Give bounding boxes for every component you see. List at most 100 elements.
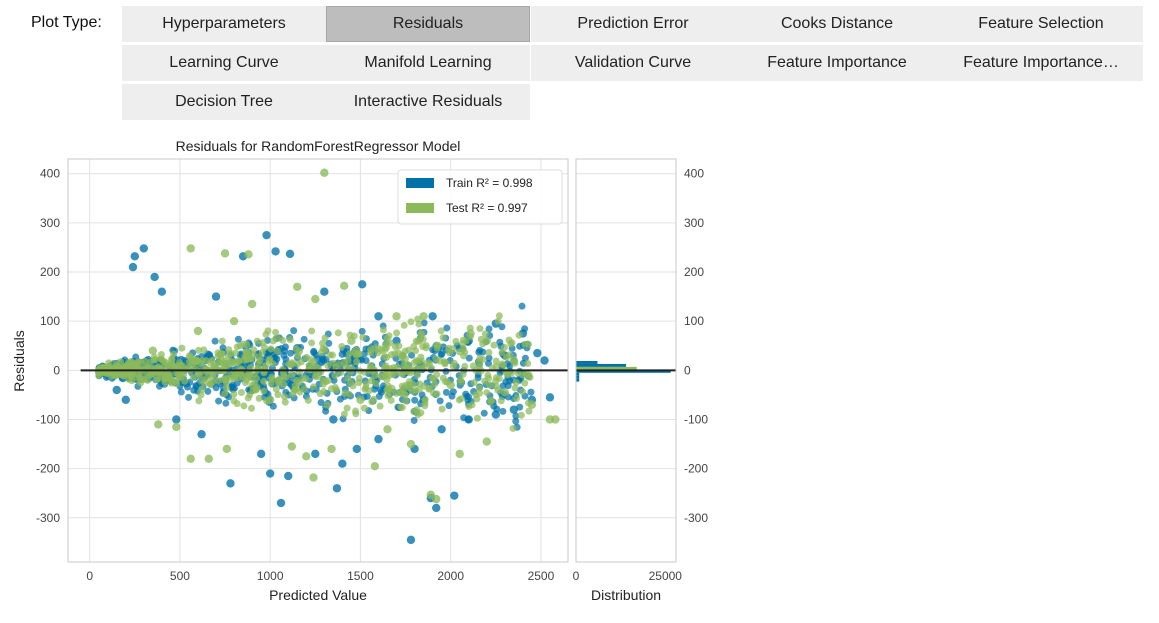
scatter-point — [514, 369, 522, 377]
scatter-point — [367, 362, 375, 370]
scatter-point-outlier — [154, 420, 163, 429]
scatter-point-outlier — [256, 449, 266, 459]
scatter-point-outlier — [139, 244, 149, 253]
button-interactive-residuals[interactable]: Interactive Residuals — [326, 84, 530, 120]
scatter-point — [309, 358, 317, 366]
scatter-point — [281, 393, 289, 401]
button-cooks-distance[interactable]: Cooks Distance — [735, 6, 939, 42]
scatter-point — [268, 373, 276, 381]
scatter-point-outlier — [455, 449, 464, 459]
scatter-point-outlier — [329, 415, 338, 424]
scatter-point — [289, 390, 297, 398]
scatter-point — [519, 388, 527, 396]
scatter-point — [433, 390, 441, 398]
scatter-point — [511, 384, 519, 392]
button-manifold-learning[interactable]: Manifold Learning — [326, 45, 530, 81]
y-tick-label: 0 — [53, 363, 60, 377]
scatter-points — [95, 168, 560, 545]
scatter-point — [413, 406, 421, 414]
scatter-point-outlier — [540, 356, 549, 365]
scatter-point-outlier — [276, 498, 286, 508]
scatter-point — [410, 417, 418, 425]
scatter-point — [342, 363, 350, 371]
scatter-point — [438, 405, 446, 413]
scatter-point — [177, 388, 185, 396]
scatter-point — [411, 396, 419, 404]
scatter-point — [521, 379, 529, 387]
scatter-point — [331, 372, 339, 380]
scatter-point — [359, 333, 367, 341]
button-feature-importance[interactable]: Feature Importance — [735, 45, 939, 81]
button-prediction-error[interactable]: Prediction Error — [531, 6, 735, 42]
distribution-histogram — [576, 360, 676, 382]
scatter-point-outlier — [374, 312, 383, 321]
scatter-point — [222, 399, 230, 407]
scatter-point-outlier — [302, 452, 311, 461]
scatter-point-outlier — [406, 439, 416, 449]
scatter-point — [455, 348, 463, 356]
scatter-point — [197, 360, 205, 368]
scatter-point — [363, 392, 371, 400]
scatter-point — [428, 374, 436, 382]
scatter-point — [415, 386, 423, 394]
scatter-point-outlier — [287, 442, 297, 451]
button-hyperparameters[interactable]: Hyperparameters — [122, 6, 326, 42]
scatter-point — [392, 389, 400, 397]
scatter-point — [485, 349, 493, 357]
main-plot-frame — [67, 158, 569, 563]
scatter-point — [473, 414, 481, 422]
scatter-point — [331, 383, 339, 391]
scatter-point — [324, 362, 332, 370]
scatter-point — [237, 389, 245, 397]
scatter-point — [236, 342, 244, 350]
scatter-point — [379, 326, 387, 334]
scatter-point-outlier — [193, 326, 203, 336]
button-learning-curve[interactable]: Learning Curve — [122, 45, 326, 81]
button-decision-tree[interactable]: Decision Tree — [122, 84, 326, 120]
button-residuals[interactable]: Residuals — [326, 6, 530, 42]
scatter-point — [420, 382, 428, 390]
scatter-point-outlier — [285, 249, 295, 259]
scatter-point — [244, 394, 252, 402]
scatter-point — [311, 372, 319, 380]
distribution-bar — [576, 378, 580, 382]
distribution-axis-label: Distribution — [591, 587, 661, 603]
scatter-point — [197, 391, 205, 399]
scatter-point — [260, 377, 268, 385]
scatter-point — [281, 398, 289, 406]
button-feature-importance-more[interactable]: Feature Importance… — [939, 45, 1143, 81]
distribution-bar — [576, 366, 637, 370]
scatter-point-outlier — [130, 252, 139, 261]
scatter-point — [389, 371, 397, 379]
button-feature-selection[interactable]: Feature Selection — [939, 6, 1143, 42]
y-tick-label: -300 — [36, 511, 60, 525]
scatter-point — [362, 380, 370, 388]
scatter-point — [503, 353, 511, 361]
scatter-point — [105, 362, 113, 370]
scatter-point — [260, 387, 268, 395]
scatter-point — [209, 370, 217, 378]
scatter-point-outlier — [211, 292, 221, 301]
distribution-tick-label: 25000 — [649, 569, 683, 583]
scatter-point — [504, 382, 512, 390]
scatter-point — [476, 325, 484, 333]
scatter-point — [462, 337, 470, 345]
scatter-point — [480, 409, 488, 417]
scatter-point — [398, 389, 406, 397]
scatter-point — [264, 327, 272, 335]
scatter-point — [292, 345, 300, 353]
scatter-point-outlier — [491, 410, 500, 419]
scatter-point — [439, 334, 447, 342]
y-tick-label-right: 100 — [684, 314, 704, 328]
button-validation-curve[interactable]: Validation Curve — [531, 45, 735, 81]
scatter-point — [481, 330, 489, 338]
scatter-point — [436, 397, 444, 405]
scatter-point — [266, 355, 274, 363]
scatter-point-outlier — [222, 444, 232, 454]
x-tick-label: 500 — [170, 569, 190, 583]
scatter-point — [338, 342, 346, 350]
x-tick-label: 1500 — [347, 569, 374, 583]
legend-label-test: Test R² = 0.997 — [446, 201, 528, 215]
scatter-point — [221, 390, 229, 398]
scatter-point — [485, 325, 493, 333]
